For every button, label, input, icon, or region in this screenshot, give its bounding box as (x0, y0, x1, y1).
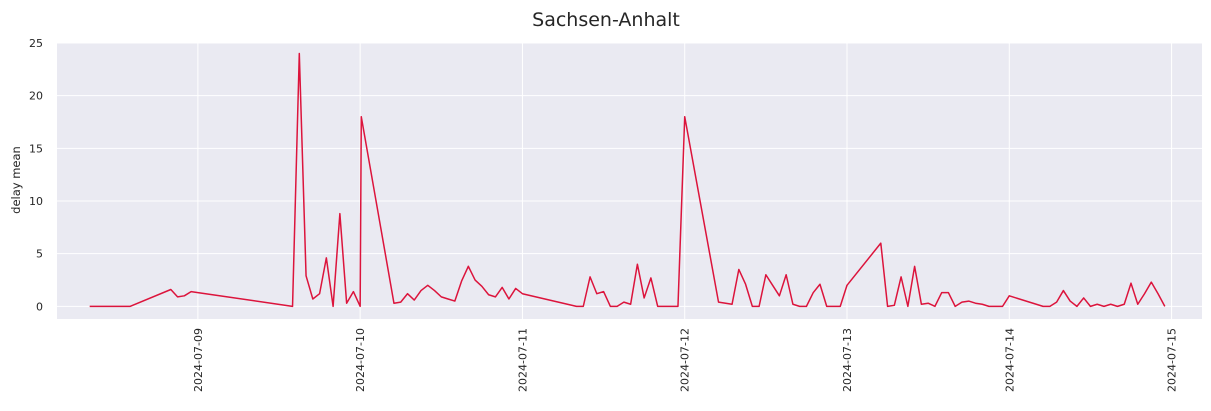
y-tick-label-3: 15 (29, 142, 43, 155)
plot-area (57, 43, 1202, 319)
y-tick-label-2: 10 (29, 195, 43, 208)
y-tick-label-5: 25 (29, 37, 43, 50)
x-tick-label-5: 2024-07-14 (1003, 328, 1016, 392)
series-line-0 (89, 52, 1166, 308)
x-tick-label-3: 2024-07-12 (679, 328, 692, 392)
x-tick-labels: 2024-07-09 2024-07-10 2024-07-11 2024-07-12… (192, 328, 1179, 392)
y-tick-label-0: 0 (36, 300, 43, 313)
y-axis-label: delay mean (9, 146, 23, 214)
y-tick-label-4: 20 (29, 90, 43, 103)
gridlines (57, 42, 1202, 319)
x-tick-label-6: 2024-07-15 (1166, 328, 1179, 392)
x-tick-label-0: 2024-07-09 (192, 328, 205, 392)
x-tick-label-4: 2024-07-13 (841, 328, 854, 392)
y-tick-label-1: 5 (36, 248, 43, 261)
y-tick-labels: 0 5 10 15 20 25 (29, 37, 43, 313)
x-tick-label-2: 2024-07-11 (516, 328, 529, 392)
x-tick-label-1: 2024-07-10 (354, 328, 367, 392)
chart-title: Sachsen-Anhalt (532, 9, 680, 31)
series-group (89, 52, 1166, 308)
